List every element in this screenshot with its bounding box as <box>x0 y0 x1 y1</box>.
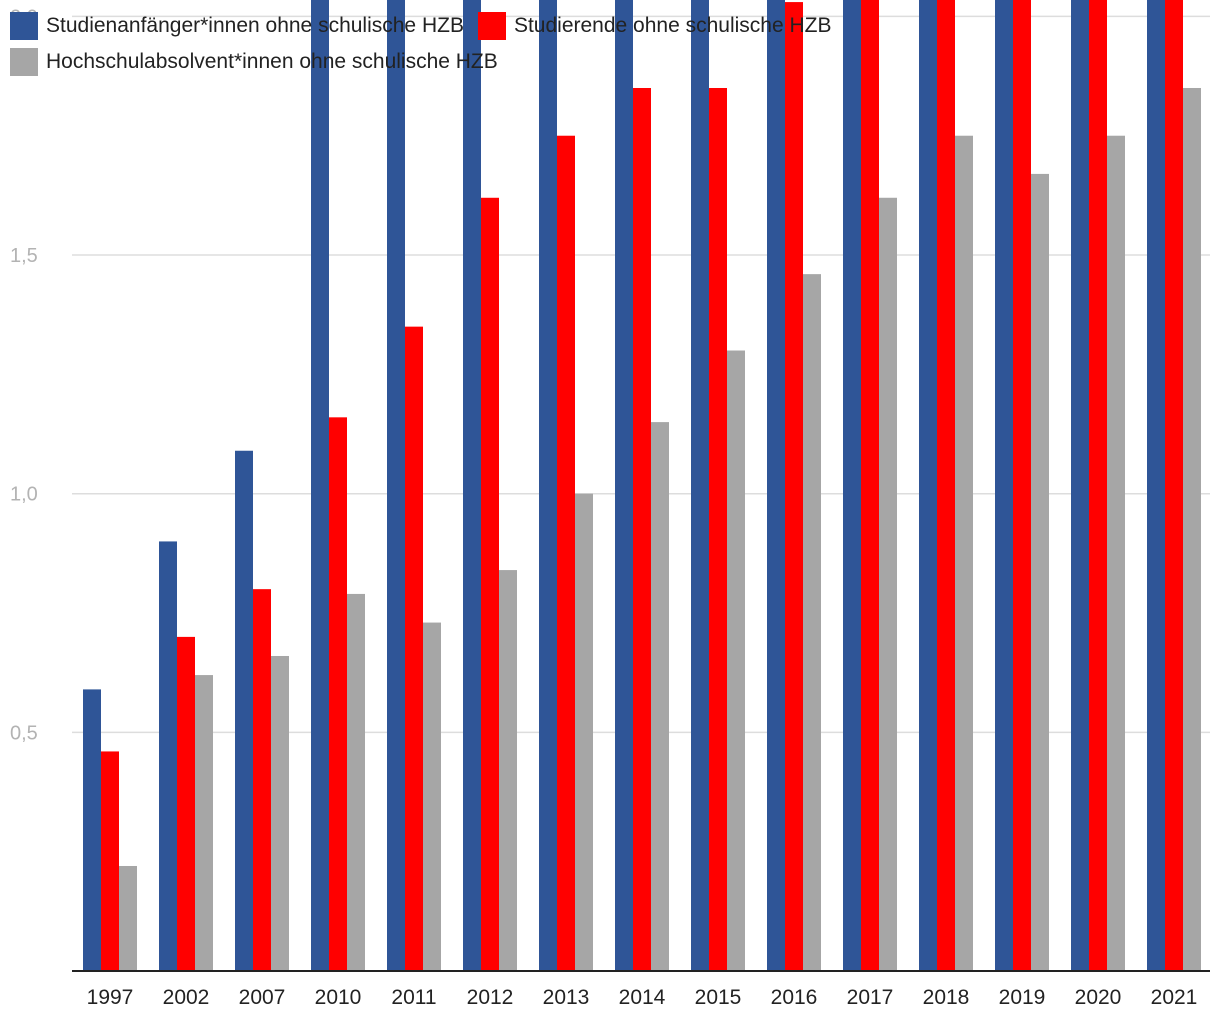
bar-2020-series-0 <box>1071 0 1089 972</box>
bar-2002-series-1 <box>177 636 195 971</box>
bar-2011-series-1 <box>405 326 423 971</box>
x-tick-label-2020: 2020 <box>1075 986 1122 1009</box>
bar-2014-series-1 <box>633 87 651 972</box>
legend-swatch-studierende <box>477 12 506 40</box>
bar-2011-series-2 <box>423 622 441 971</box>
x-tick-label-2013: 2013 <box>543 986 590 1009</box>
bar-2011-series-0 <box>387 0 405 972</box>
bar-2015-series-0 <box>691 0 709 972</box>
x-tick-label-2015: 2015 <box>695 986 742 1009</box>
legend-item-absolventen: Hochschulabsolvent*innen ohne schulische… <box>10 48 498 76</box>
bar-2018-series-2 <box>955 135 973 972</box>
x-tick-label-2017: 2017 <box>847 986 894 1009</box>
bar-2019-series-2 <box>1031 173 1049 971</box>
legend-label-studienanfaenger: Studienanfänger*innen ohne schulische HZ… <box>46 14 464 37</box>
bar-2018-series-0 <box>919 0 937 972</box>
bar-2007-series-0 <box>235 450 253 971</box>
x-tick-label-2002: 2002 <box>163 986 210 1009</box>
y-tick-label-1: 1,0 <box>10 484 38 506</box>
bar-2012-series-2 <box>499 570 517 971</box>
bar-2021-series-1 <box>1165 0 1183 971</box>
bar-2010-series-2 <box>347 593 365 971</box>
bar-2013-series-2 <box>575 493 593 971</box>
bar-1997-series-2 <box>119 865 137 971</box>
bar-2020-series-2 <box>1107 135 1125 972</box>
bar-2010-series-0 <box>311 0 329 971</box>
bar-2007-series-1 <box>253 589 271 971</box>
x-tick-label-2014: 2014 <box>619 986 666 1009</box>
bar-2002-series-0 <box>159 541 177 971</box>
x-tick-label-2011: 2011 <box>391 986 436 1009</box>
y-tick-label-2: 1,5 <box>10 245 38 267</box>
legend-swatch-studienanfaenger <box>10 12 38 40</box>
bar-2013-series-0 <box>539 0 557 971</box>
x-tick-label-2007: 2007 <box>239 986 286 1009</box>
x-tick-label-2018: 2018 <box>923 986 970 1009</box>
bar-2002-series-2 <box>195 675 213 971</box>
bar-2017-series-0 <box>843 0 861 972</box>
bar-2017-series-1 <box>861 0 879 971</box>
bar-2015-series-2 <box>727 350 745 971</box>
bar-2014-series-0 <box>615 0 633 971</box>
bar-2016-series-2 <box>803 274 821 972</box>
bar-2020-series-1 <box>1089 0 1107 971</box>
bar-2012-series-0 <box>463 0 481 972</box>
x-tick-label-2021: 2021 <box>1151 986 1198 1009</box>
chart-legend: Studienanfänger*innen ohne schulische HZ… <box>10 8 1210 80</box>
bar-2007-series-2 <box>271 655 289 971</box>
x-tick-label-2012: 2012 <box>467 986 514 1009</box>
bar-2021-series-0 <box>1147 0 1165 972</box>
bar-2016-series-0 <box>767 0 785 971</box>
legend-label-studierende: Studierende ohne schulische HZB <box>513 14 832 37</box>
x-tick-label-1997: 1997 <box>87 986 134 1009</box>
bar-2014-series-2 <box>651 422 669 972</box>
bar-2018-series-1 <box>937 0 955 971</box>
x-tick-label-2010: 2010 <box>315 986 362 1009</box>
y-tick-label-0: 0,5 <box>10 722 38 744</box>
bar-2010-series-1 <box>329 417 347 971</box>
bar-2021-series-2 <box>1183 87 1201 972</box>
x-tick-label-2019: 2019 <box>999 986 1046 1009</box>
x-tick-label-2016: 2016 <box>771 986 818 1009</box>
legend-item-studienanfaenger: Studienanfänger*innen ohne schulische HZ… <box>10 12 464 40</box>
bar-2019-series-1 <box>1013 0 1031 972</box>
legend-label-absolventen: Hochschulabsolvent*innen ohne schulische… <box>46 50 498 73</box>
bar-2017-series-2 <box>879 197 897 972</box>
legend-item-studierende: Studierende ohne schulische HZB <box>477 12 832 40</box>
legend-swatch-absolventen <box>10 48 38 76</box>
bar-1997-series-1 <box>101 751 119 971</box>
bar-2012-series-1 <box>481 197 499 972</box>
bar-2016-series-1 <box>785 2 803 972</box>
bar-2019-series-0 <box>995 0 1013 972</box>
bar-2015-series-1 <box>709 87 727 972</box>
bar-2013-series-1 <box>557 135 575 972</box>
bar-1997-series-0 <box>83 689 101 971</box>
